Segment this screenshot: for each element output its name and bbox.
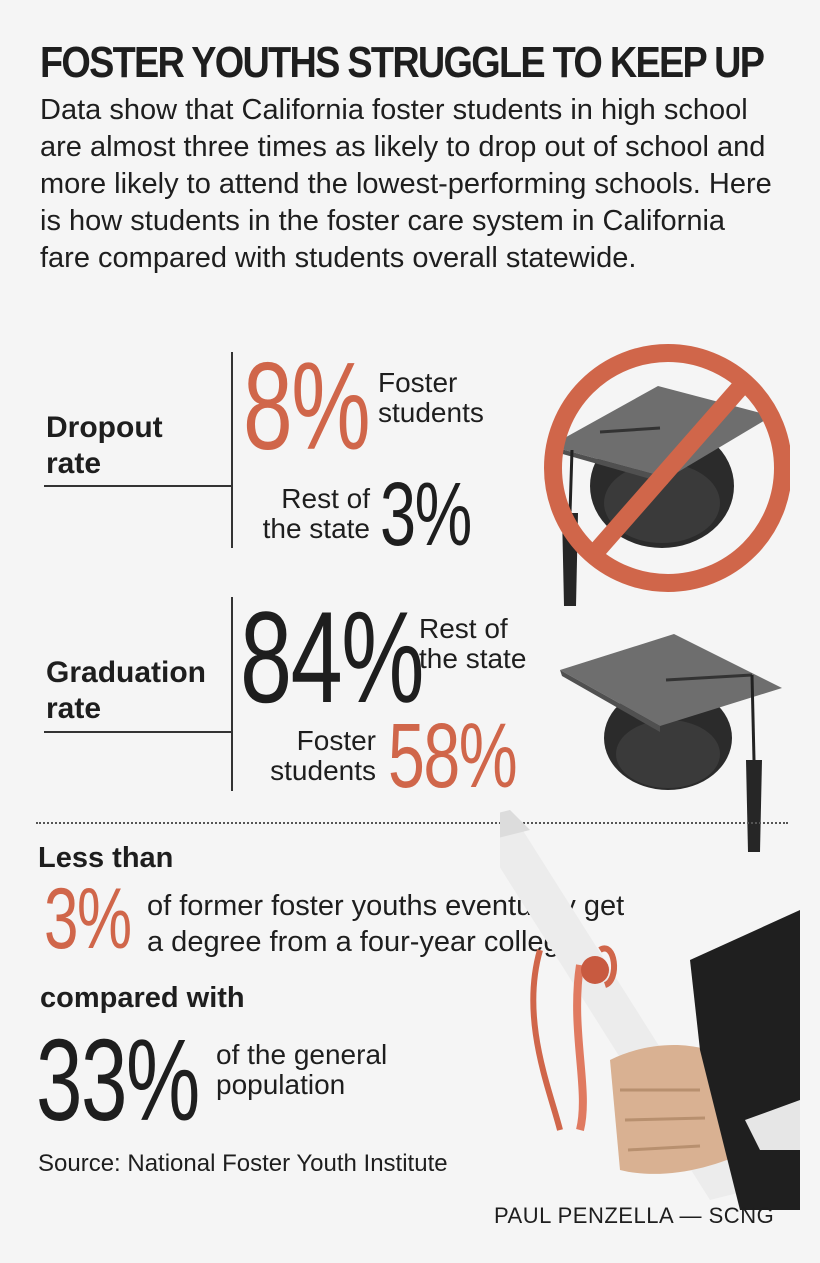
graduation-rest-label-line1: Rest of — [419, 613, 508, 644]
dropout-foster-label-line1: Foster — [378, 367, 458, 398]
no-graduation-cap-icon — [544, 344, 790, 606]
graduation-rest-label-line2: the state — [419, 643, 527, 674]
graduation-foster-label: Foster students — [246, 726, 376, 786]
dropout-label-line1: Dropout — [46, 411, 163, 444]
dropout-rest-label: Rest of the state — [246, 484, 370, 544]
source-note: Source: National Foster Youth Institute — [38, 1150, 448, 1177]
intro-paragraph: Data show that California foster student… — [40, 94, 772, 274]
college-foster-value: 3% — [44, 871, 132, 967]
graduation-rest-label: Rest of the state — [419, 614, 526, 674]
general-desc: of the general population — [216, 1040, 387, 1100]
general-value: 33% — [36, 1015, 200, 1145]
dropout-foster-label: Foster students — [378, 368, 484, 428]
graduation-label-line2: rate — [46, 692, 102, 725]
graduation-rest-value: 84% — [240, 584, 424, 730]
dropout-rest-value: 3% — [380, 465, 472, 565]
dropout-foster-value: 8% — [243, 338, 371, 476]
credit-line: PAUL PENZELLA — SCNG — [494, 1203, 775, 1228]
compared-with-label: compared with — [40, 982, 245, 1014]
general-desc-line2: population — [216, 1069, 346, 1100]
dropout-foster-label-line2: students — [378, 397, 484, 428]
graduation-foster-label-line2: students — [270, 755, 376, 786]
dropout-label-line2: rate — [46, 447, 102, 480]
general-desc-line1: of the general — [216, 1039, 388, 1070]
dropout-divider — [44, 485, 232, 487]
graduation-foster-value: 58% — [388, 705, 518, 807]
infographic-title: FOSTER YOUTHS STRUGGLE TO KEEP UP — [40, 38, 765, 87]
diploma-hand-illustration — [500, 810, 800, 1210]
college-foster-desc-line2: a degree from a four-year college. — [147, 926, 584, 958]
graduation-label: Graduation rate — [46, 655, 206, 727]
dropout-vertical-rule — [231, 352, 233, 548]
graduation-cap-icon — [560, 634, 782, 852]
graduation-label-line1: Graduation — [46, 656, 207, 689]
dropout-label: Dropout rate — [46, 410, 163, 482]
graduation-vertical-rule — [231, 597, 233, 791]
dropout-rest-label-line1: Rest of — [281, 483, 370, 514]
graduation-divider — [44, 731, 232, 733]
graduation-foster-label-line1: Foster — [296, 725, 376, 756]
dropout-rest-label-line2: the state — [262, 513, 370, 544]
section-separator — [36, 822, 788, 824]
less-than-label: Less than — [38, 842, 174, 874]
